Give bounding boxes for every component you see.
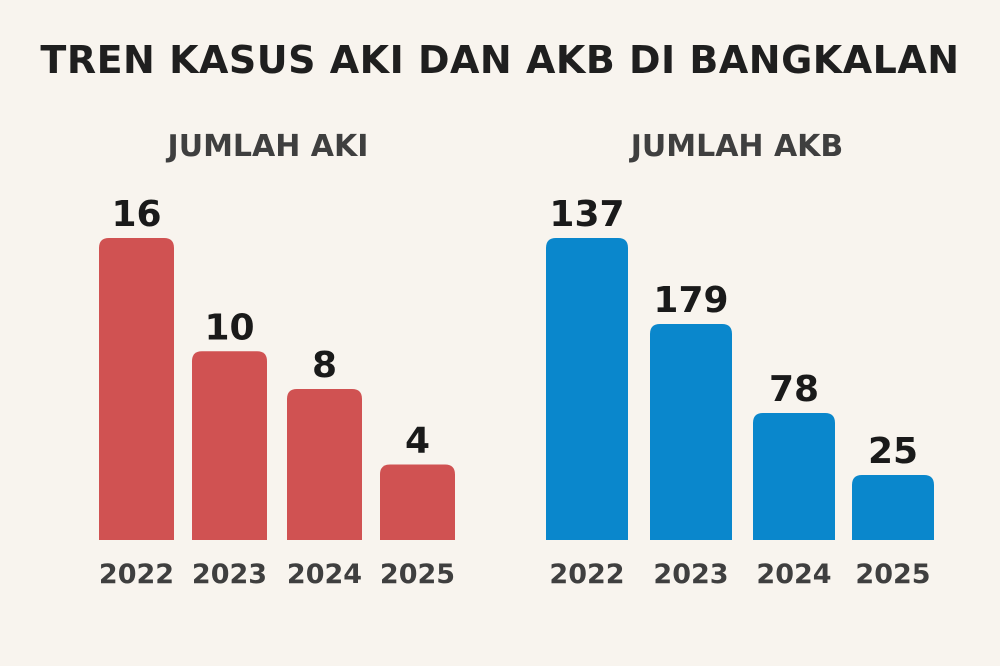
akb-bar-2025 [852, 475, 934, 540]
aki-bar-2023 [192, 351, 267, 540]
aki-value-label-2022: 16 [111, 194, 161, 235]
akb-bar-2024 [753, 413, 835, 540]
aki-bar-2025 [380, 464, 455, 540]
aki-value-label-2025: 4 [405, 421, 430, 462]
akb-bar-2022 [546, 238, 628, 540]
akb-tick-label-2024: 2024 [756, 559, 831, 590]
akb-value-label-2022: 137 [549, 194, 624, 235]
aki-tick-label-2025: 2025 [380, 559, 455, 590]
aki-tick-label-2024: 2024 [287, 559, 362, 590]
aki-bar-2024 [287, 389, 362, 540]
akb-bar-2023 [650, 324, 732, 540]
akb-tick-label-2025: 2025 [855, 559, 930, 590]
akb-tick-label-2022: 2022 [549, 559, 624, 590]
akb-value-label-2025: 25 [868, 431, 918, 472]
akb-chart-title: JUMLAH AKB [629, 129, 844, 164]
akb-value-label-2024: 78 [769, 369, 819, 410]
chart-title: TREN KASUS AKI DAN AKB DI BANGKALAN [40, 38, 960, 82]
aki-value-label-2024: 8 [312, 345, 337, 386]
aki-tick-label-2022: 2022 [99, 559, 174, 590]
akb-tick-label-2023: 2023 [653, 559, 728, 590]
aki-tick-label-2023: 2023 [192, 559, 267, 590]
akb-value-label-2023: 179 [653, 280, 728, 321]
aki-chart-title: JUMLAH AKI [166, 129, 369, 164]
aki-bar-2022 [99, 238, 174, 540]
aki-value-label-2023: 10 [204, 307, 254, 348]
